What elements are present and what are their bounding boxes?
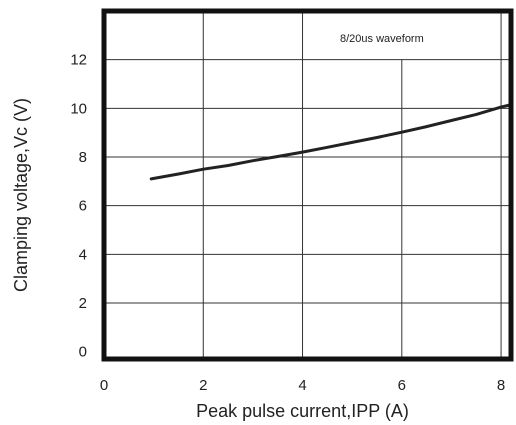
x-axis-label: Peak pulse current,IPP (A) — [196, 401, 409, 421]
x-tick-label: 8 — [497, 377, 505, 394]
series-line-0 — [149, 103, 513, 181]
plot-frame — [101, 8, 514, 362]
y-tick-label: 8 — [79, 149, 87, 166]
x-tick-label: 2 — [199, 377, 207, 394]
grid — [104, 11, 511, 359]
y-tick-label: 4 — [79, 246, 87, 263]
y-tick-label: 6 — [79, 198, 87, 215]
annotation-label: 8/20us waveform — [340, 33, 424, 45]
x-tick-labels: 0 2 4 6 8 — [100, 377, 505, 394]
x-tick-label: 0 — [100, 377, 108, 394]
series-layer — [149, 103, 513, 181]
y-axis-label: Clamping voltage,Vc (V) — [11, 98, 31, 292]
x-tick-label: 6 — [398, 377, 406, 394]
y-tick-label: 10 — [70, 100, 87, 117]
x-tick-label: 4 — [298, 377, 306, 394]
y-tick-label: 12 — [70, 52, 87, 69]
y-tick-label: 0 — [79, 344, 87, 361]
y-tick-labels: 0 2 4 6 8 10 12 — [70, 52, 87, 361]
y-tick-label: 2 — [79, 295, 87, 312]
